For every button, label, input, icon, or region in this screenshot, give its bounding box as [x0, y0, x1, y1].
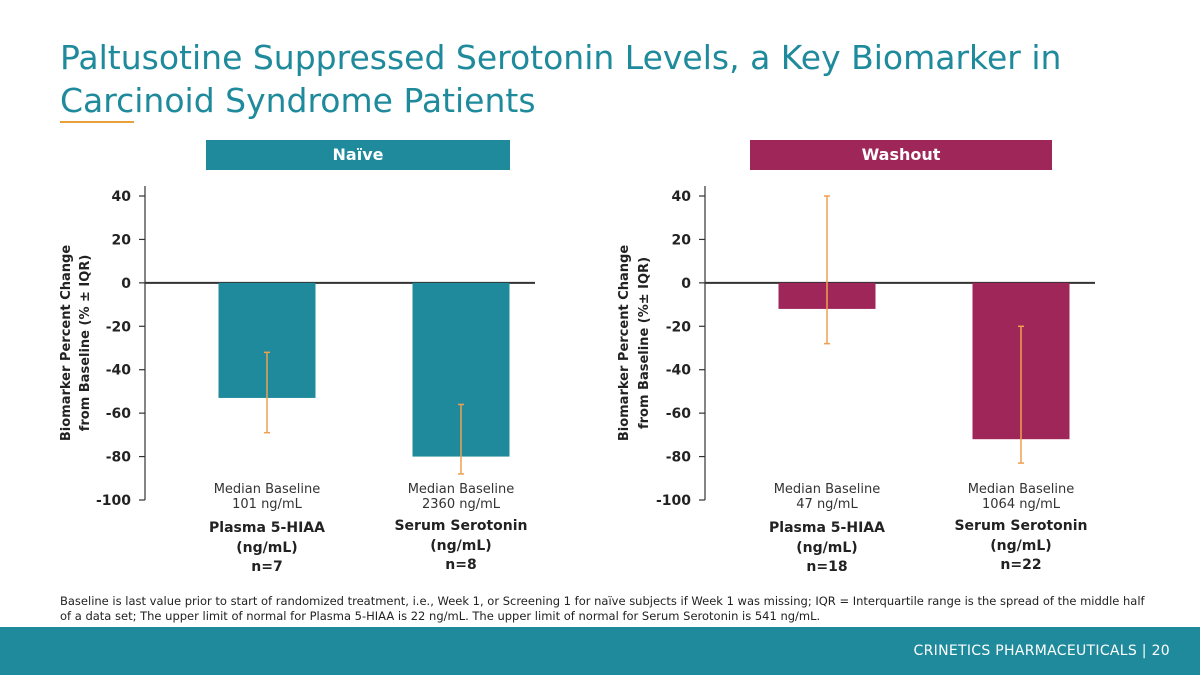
naive-category-unit-2: (ng/mL): [430, 538, 491, 554]
naive-y-tick-label: 40: [112, 189, 132, 205]
washout-category-unit-1: (ng/mL): [796, 540, 857, 556]
washout-y-tick-label: -40: [666, 363, 692, 379]
washout-y-tick-label: -20: [666, 319, 692, 335]
naive-category-name-1: Plasma 5-HIAA: [209, 520, 325, 536]
washout-y-tick-label: -80: [666, 450, 692, 466]
naive-category-name-2: Serum Serotonin: [394, 518, 527, 534]
slide-title: Paltusotine Suppressed Serotonin Levels,…: [60, 38, 1062, 120]
washout-category-name-2: Serum Serotonin: [954, 518, 1087, 534]
naive-baseline-label-2: Median Baseline: [408, 482, 515, 497]
naive-y-tick-label: -40: [106, 363, 132, 379]
naive-baseline-value-2: 2360 ng/mL: [422, 497, 501, 512]
washout-category-n-1: n=18: [806, 559, 847, 575]
naive-category-unit-1: (ng/mL): [236, 540, 297, 556]
naive-y-tick-label: -80: [106, 450, 132, 466]
title-underline: [60, 121, 134, 123]
naive-baseline-label-1: Median Baseline: [214, 482, 321, 497]
washout-y-tick-label: 20: [672, 232, 692, 248]
footer-company-page: CRINETICS PHARMACEUTICALS | 20: [913, 643, 1170, 659]
naive-y-axis-label-line2: from Baseline (% ± IQR): [78, 255, 93, 432]
naive-y-tick-label: 20: [112, 232, 132, 248]
biomarker-charts: 40 20 0 -20 -40 -60 -80 -100 Biomarker Percent C…: [59, 186, 1095, 575]
washout-category-name-1: Plasma 5-HIAA: [769, 520, 885, 536]
washout-y-axis-label-line2: from Baseline (%± IQR): [637, 257, 652, 429]
washout-y-tick-label: 40: [672, 189, 692, 205]
naive-baseline-value-1: 101 ng/mL: [232, 497, 302, 512]
washout-panel-header: Washout: [750, 140, 1052, 170]
washout-category-n-2: n=22: [1000, 557, 1041, 573]
naive-y-axis-label-line1: Biomarker Percent Change: [59, 245, 74, 441]
washout-baseline-label-2: Median Baseline: [968, 482, 1075, 497]
footnote: Baseline is last value prior to start of…: [60, 594, 1145, 623]
naive-y-tick-label: 0: [121, 276, 131, 292]
footer-bar: CRINETICS PHARMACEUTICALS | 20: [0, 627, 1200, 675]
washout-baseline-label-1: Median Baseline: [774, 482, 881, 497]
naive-y-tick-label: -60: [106, 406, 132, 422]
washout-baseline-value-1: 47 ng/mL: [796, 497, 858, 512]
washout-y-tick-label: -60: [666, 406, 692, 422]
washout-y-tick-label: -100: [656, 493, 691, 509]
washout-y-axis-label-line1: Biomarker Percent Change: [617, 245, 632, 441]
naive-panel-header: Naïve: [206, 140, 510, 170]
naive-category-n-2: n=8: [445, 557, 476, 573]
washout-category-unit-2: (ng/mL): [990, 538, 1051, 554]
naive-category-n-1: n=7: [251, 559, 282, 575]
naive-y-tick-label: -100: [96, 493, 131, 509]
naive-y-tick-label: -20: [106, 319, 132, 335]
washout-y-tick-label: 0: [681, 276, 691, 292]
washout-baseline-value-2: 1064 ng/mL: [982, 497, 1061, 512]
